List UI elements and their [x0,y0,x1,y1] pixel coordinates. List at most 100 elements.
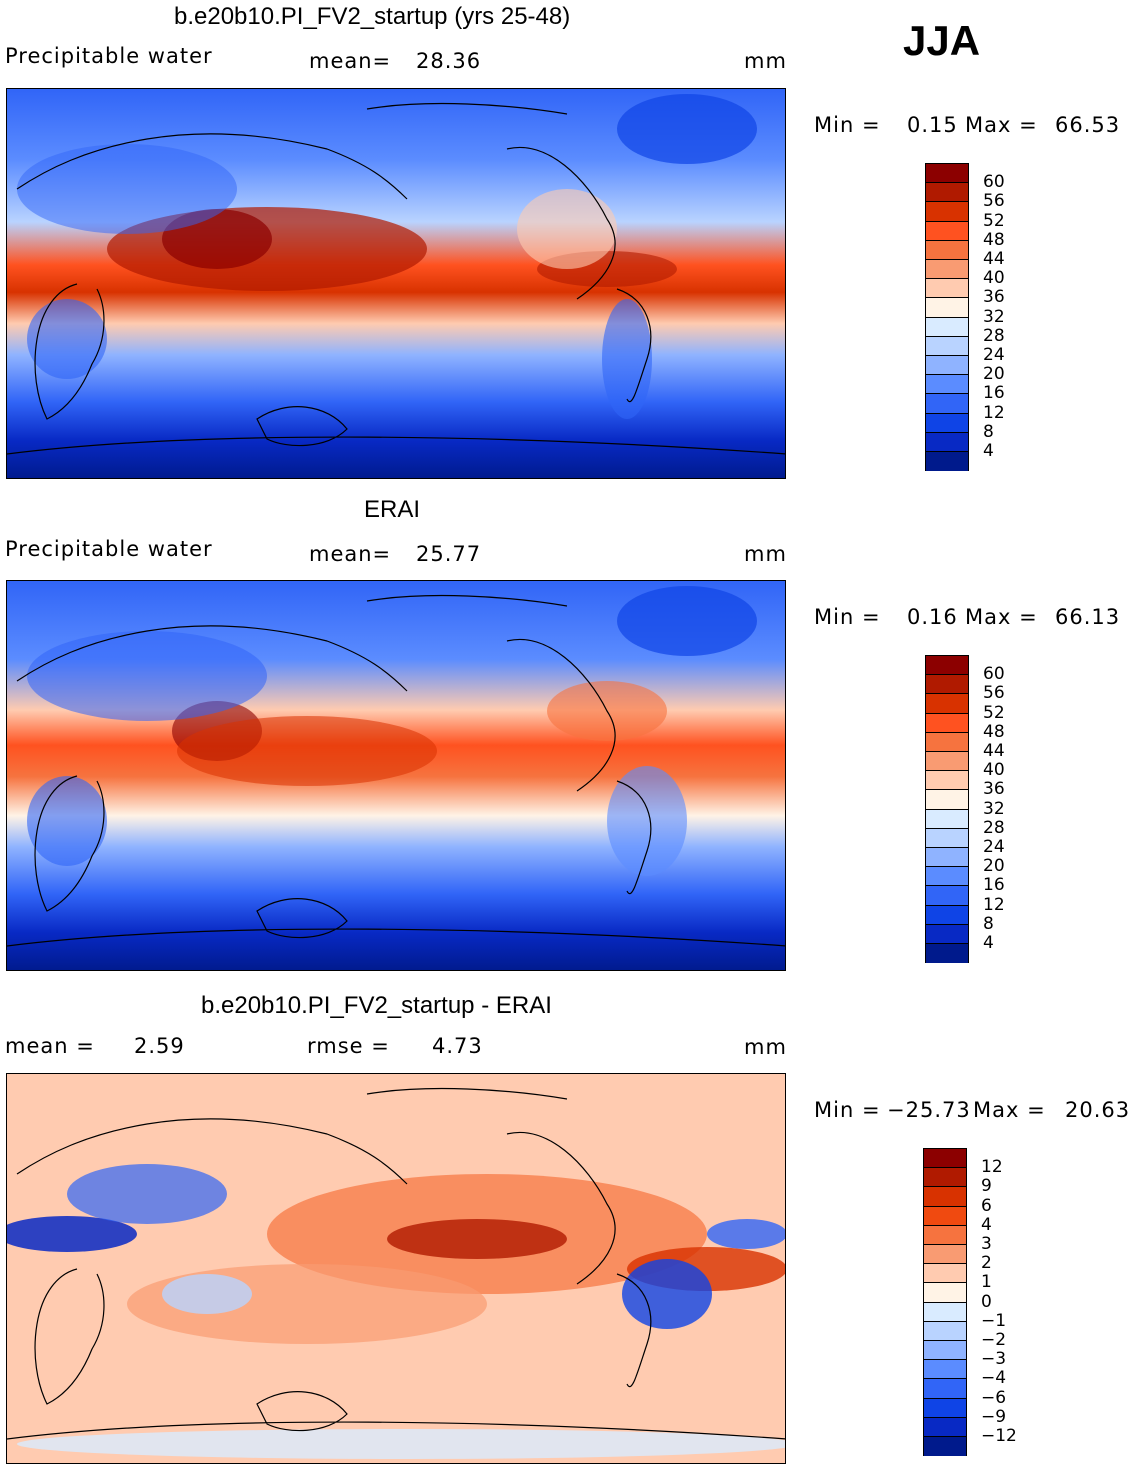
colorbar-label: −1 [981,1310,1007,1331]
colorbar-swatch [925,374,969,395]
panel3-map [6,1073,786,1464]
colorbar-label: 60 [983,664,1005,685]
panel2-min-value: 0.16 [907,605,958,629]
colorbar-swatch [925,316,969,337]
colorbar-swatch [923,1378,967,1399]
panel2-max-value: 66.13 [1055,605,1121,629]
colorbar-label: 40 [983,268,1005,289]
colorbar-label: 24 [983,837,1005,857]
panel2-mean-label: mean= [309,542,392,566]
panel2-map-field [7,581,785,970]
colorbar-swatch [923,1436,967,1457]
colorbar-swatch [923,1359,967,1380]
colorbar-swatch [925,847,969,868]
colorbar-label: 48 [983,229,1005,250]
panel1-min-value: 0.15 [907,113,958,137]
panel3-max-value: 20.63 [1065,1098,1128,1122]
panel3-map-field [7,1074,785,1463]
colorbar-swatch [925,239,969,260]
colorbar-label: −2 [981,1330,1007,1350]
panel2-title: ERAI [364,496,421,523]
colorbar-label: −3 [981,1349,1007,1370]
colorbar-label: 16 [983,383,1005,404]
colorbar-swatch [925,904,969,925]
colorbar-swatch [925,923,969,944]
panel2-mean-value: 25.77 [416,542,482,566]
colorbar-label: 4 [983,441,994,461]
panel2-field-label: Precipitable water [5,537,213,561]
colorbar-label: 56 [983,191,1005,212]
colorbar-label: 32 [983,798,1005,819]
panel3-title: b.e20b10.PI_FV2_startup - ERAI [201,992,552,1019]
colorbar-swatch [925,201,969,222]
colorbar-label: 20 [983,364,1005,385]
panel1-map [6,88,786,479]
colorbar-swatch [925,866,969,887]
colorbar-label: 6 [981,1195,992,1216]
colorbar-label: −12 [981,1426,1017,1446]
colorbar-label: −9 [981,1406,1007,1427]
colorbar-label: 12 [981,1157,1003,1178]
panel3-mean-value: 2.59 [134,1034,185,1058]
colorbar-swatch [925,943,969,964]
panel1-max-value: 66.53 [1055,113,1121,137]
colorbar-swatch [923,1340,967,1361]
colorbar-swatch [925,355,969,376]
colorbar-label: 4 [981,1214,992,1235]
panel2-units: mm [744,542,787,566]
colorbar-label: 52 [983,702,1005,723]
colorbar-swatch [925,731,969,752]
colorbar-label: 24 [983,345,1005,365]
season-label: JJA [903,17,981,64]
colorbar-label: 28 [983,817,1005,838]
colorbar-label: 36 [983,779,1005,800]
colorbar-swatch [925,789,969,810]
colorbar-label: 48 [983,721,1005,742]
colorbar-swatch [925,297,969,318]
colorbar-swatch [925,808,969,829]
colorbar-label: 44 [983,249,1005,269]
colorbar-swatch [925,431,969,452]
panel2-max-label: Max = [965,605,1038,629]
colorbar-swatch [925,751,969,772]
colorbar-swatch [923,1224,967,1245]
colorbar-label: 12 [983,402,1005,423]
colorbar-swatch [923,1263,967,1284]
panel3-rmse-label: rmse = [307,1034,390,1058]
colorbar-swatch [925,451,969,472]
colorbar-swatch [923,1282,967,1303]
colorbar-label: −6 [981,1387,1007,1408]
colorbar-swatch [925,335,969,356]
colorbar-label: 40 [983,760,1005,781]
colorbar-label: 12 [983,894,1005,915]
colorbar-swatch [925,278,969,299]
panel1-field-label: Precipitable water [5,44,213,68]
colorbar-label: 52 [983,210,1005,231]
colorbar-swatch [923,1167,967,1188]
colorbar-swatch [923,1205,967,1226]
panel1-coastlines [7,102,785,455]
colorbar-label: 44 [983,741,1005,761]
panel1-mean-label: mean= [309,49,392,73]
panel3-min-value: −25.73 [887,1098,971,1122]
colorbar-label: 0 [981,1291,992,1312]
colorbar-label: 2 [981,1253,992,1274]
colorbar-swatch [925,393,969,414]
colorbar-swatch [925,885,969,906]
colorbar-swatch [925,182,969,203]
panel3-mean-label: mean = [5,1034,95,1058]
colorbar-label: 1 [981,1272,992,1293]
colorbar-swatch [923,1301,967,1322]
colorbar-swatch [923,1186,967,1207]
colorbar-label: 9 [981,1176,992,1197]
colorbar-swatch [925,770,969,791]
colorbar-swatch [925,693,969,714]
colorbar-swatch [925,259,969,280]
panel1-min-label: Min = [814,113,881,137]
colorbar-swatch [925,220,969,241]
panel1-map-field [7,89,785,478]
colorbar-label: 20 [983,856,1005,877]
panel1-title: b.e20b10.PI_FV2_startup (yrs 25-48) [174,3,571,30]
colorbar-label: 60 [983,172,1005,193]
colorbar-label: 4 [983,933,994,953]
